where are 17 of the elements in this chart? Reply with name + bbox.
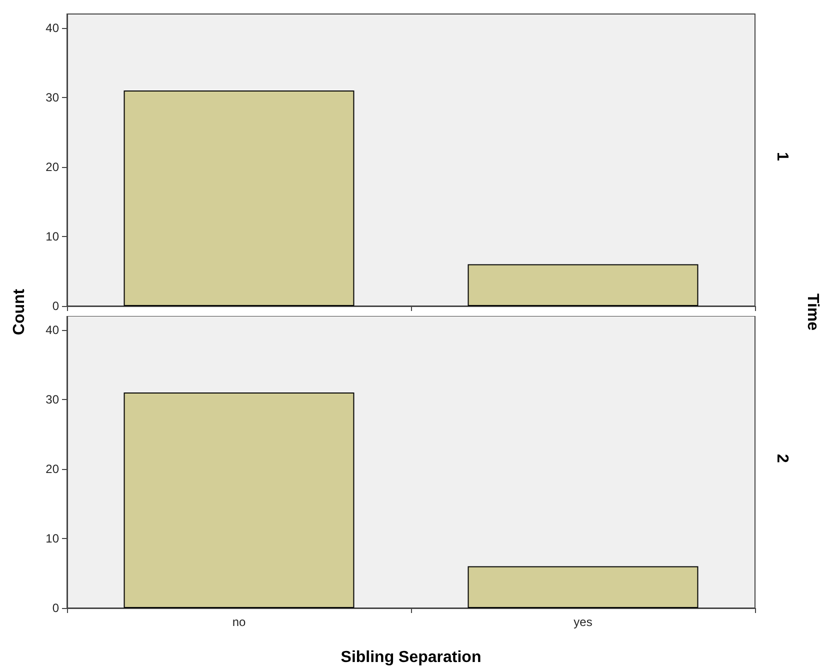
text: Time (803, 293, 821, 331)
y2-axis-title: 2 (774, 454, 790, 463)
y-tick-label: 20 (46, 160, 60, 174)
y-tick-label: 40 (46, 20, 60, 35)
x-axis-title: Sibling Separation (340, 649, 482, 667)
y-axis-title: Count (11, 288, 29, 336)
x-tick-label: yes (574, 615, 592, 629)
y-tick-label: 30 (46, 392, 60, 406)
y-tick-label: 10 (46, 229, 60, 244)
y2-axis-title: 1 (774, 152, 790, 161)
y-tick-label: 40 (46, 322, 60, 337)
y-tick-label: 0 (52, 299, 60, 313)
y-tick-label: 0 (52, 601, 60, 615)
y-tick-label: 10 (46, 531, 60, 546)
x-tick-label: no (232, 615, 246, 629)
y-tick-label: 30 (46, 90, 60, 104)
y-tick-label: 20 (46, 462, 60, 476)
